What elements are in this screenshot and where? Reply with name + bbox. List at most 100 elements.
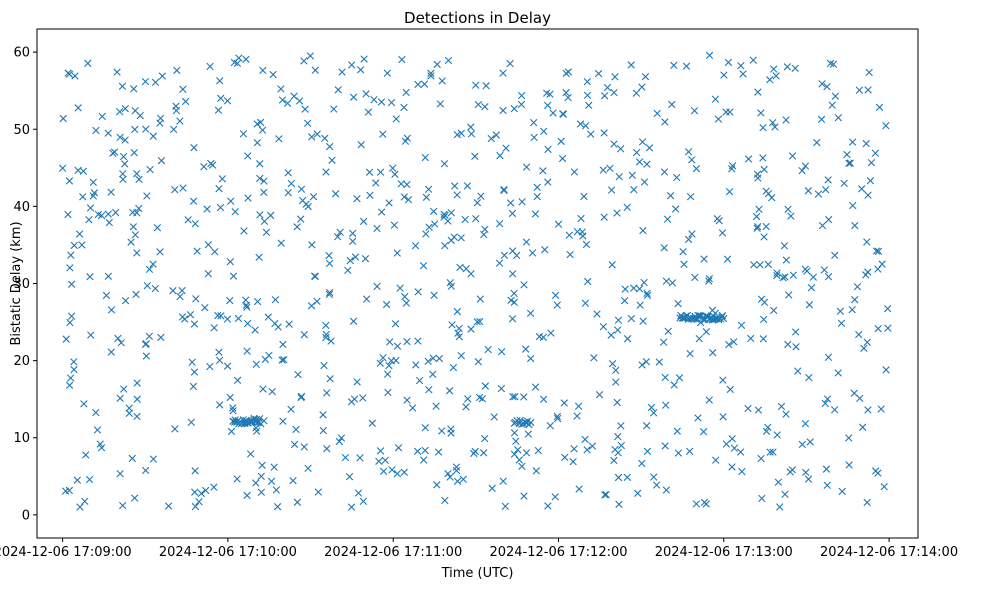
data-point — [429, 207, 438, 216]
data-point — [529, 118, 538, 127]
data-point — [451, 182, 459, 190]
data-point — [623, 203, 631, 211]
data-point — [726, 385, 734, 394]
data-point — [829, 60, 838, 68]
data-point — [495, 219, 504, 228]
data-point — [308, 241, 316, 249]
data-point — [456, 263, 464, 272]
data-point — [391, 170, 399, 179]
data-point — [759, 154, 767, 162]
data-point — [511, 392, 519, 401]
data-point — [880, 482, 888, 491]
data-point — [444, 56, 453, 65]
data-point — [438, 77, 446, 85]
data-point — [156, 248, 164, 256]
data-point — [188, 358, 196, 366]
data-point — [149, 132, 157, 140]
data-point — [92, 126, 100, 135]
data-point — [322, 330, 330, 339]
data-point — [206, 362, 214, 371]
data-point — [226, 257, 235, 266]
data-point — [553, 414, 562, 423]
data-point — [398, 55, 406, 64]
data-point — [544, 178, 552, 186]
data-point — [271, 296, 280, 304]
data-point — [849, 201, 857, 210]
data-point — [802, 468, 810, 477]
data-point — [762, 222, 770, 231]
data-point — [600, 213, 608, 221]
data-point — [338, 68, 346, 76]
data-point — [421, 446, 429, 455]
data-point — [672, 205, 680, 213]
data-point — [70, 241, 78, 250]
data-point — [553, 412, 562, 421]
data-point — [240, 227, 248, 235]
data-point — [187, 418, 196, 427]
data-point — [349, 93, 358, 101]
data-point — [441, 211, 449, 220]
data-point — [402, 299, 411, 307]
data-point — [277, 85, 285, 93]
data-point — [293, 498, 302, 506]
x-tick-label: 2024-12-06 17:10:00 — [159, 545, 297, 560]
data-point — [373, 282, 381, 291]
data-point — [730, 338, 738, 346]
data-point — [636, 301, 644, 309]
data-point — [422, 193, 431, 202]
x-tick-label: 2024-12-06 17:14:00 — [820, 545, 958, 560]
data-point — [193, 247, 201, 255]
data-point — [866, 177, 875, 185]
data-point — [662, 401, 670, 409]
data-point — [66, 318, 74, 327]
data-point — [554, 220, 563, 228]
data-point — [362, 90, 370, 98]
data-point — [764, 423, 772, 432]
data-point — [617, 441, 626, 450]
data-point — [70, 365, 78, 374]
data-point — [400, 468, 408, 476]
data-point — [771, 123, 779, 131]
data-point — [828, 101, 836, 109]
data-point — [125, 404, 133, 412]
data-point — [304, 464, 312, 473]
data-point — [782, 256, 791, 264]
data-point — [327, 337, 335, 345]
data-point — [691, 273, 699, 282]
data-point — [614, 432, 622, 441]
data-point — [434, 448, 443, 456]
data-point — [642, 358, 651, 366]
data-point — [400, 103, 408, 112]
data-point — [62, 335, 70, 343]
data-point — [500, 186, 508, 195]
data-point — [223, 315, 232, 323]
data-point — [754, 174, 762, 182]
data-point — [89, 192, 97, 200]
data-point — [690, 107, 699, 115]
data-point — [424, 185, 433, 194]
data-point — [260, 217, 269, 225]
data-point — [730, 444, 739, 452]
data-point — [117, 338, 125, 347]
data-point — [85, 215, 93, 224]
data-point — [583, 446, 591, 454]
data-point — [191, 502, 200, 511]
data-point — [499, 106, 507, 115]
data-point — [632, 89, 641, 97]
data-point — [487, 134, 495, 143]
data-point — [801, 265, 809, 273]
data-point — [420, 80, 429, 88]
data-point — [506, 199, 515, 207]
data-point — [766, 448, 774, 456]
data-point — [508, 270, 517, 278]
data-point — [860, 344, 868, 352]
data-point — [570, 168, 579, 176]
data-point — [376, 168, 385, 176]
data-point — [309, 192, 318, 201]
data-point — [573, 412, 581, 420]
data-point — [521, 418, 529, 426]
data-point — [289, 476, 297, 485]
data-point — [837, 319, 846, 328]
data-point — [269, 70, 277, 79]
data-point — [488, 484, 496, 493]
